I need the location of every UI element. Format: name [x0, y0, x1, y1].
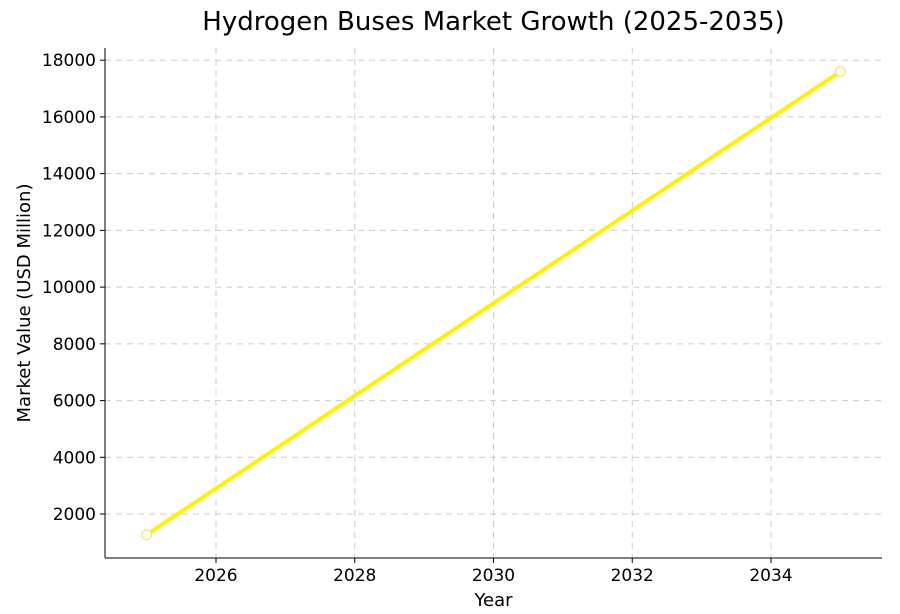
x-tick-label: 2030 [472, 566, 515, 586]
y-tick-label: 14000 [42, 165, 96, 185]
x-tick-label: 2026 [194, 566, 237, 586]
x-tick-label: 2034 [749, 566, 792, 586]
line-chart: 2026 2028 2030 2032 2034 2000 4000 6000 8000 1000… [0, 0, 900, 614]
y-axis-label: Market Value (USD Million) [14, 184, 35, 423]
data-marker [142, 530, 152, 540]
y-tick-label: 12000 [42, 221, 96, 241]
y-tick-label: 4000 [53, 448, 96, 468]
x-tick-label: 2028 [333, 566, 376, 586]
y-tick-label: 8000 [53, 335, 96, 355]
data-marker [835, 67, 845, 77]
y-tick-label: 6000 [53, 392, 96, 412]
y-tick-label: 18000 [42, 51, 96, 71]
y-tick-label: 10000 [42, 278, 96, 298]
y-tick-label: 16000 [42, 108, 96, 128]
chart-title: Hydrogen Buses Market Growth (2025-2035) [202, 7, 784, 37]
x-axis-label: Year [473, 590, 513, 611]
chart-container: 2026 2028 2030 2032 2034 2000 4000 6000 8000 1000… [0, 0, 900, 614]
chart-background [0, 0, 900, 614]
y-tick-label: 2000 [53, 505, 96, 525]
x-tick-label: 2032 [611, 566, 654, 586]
